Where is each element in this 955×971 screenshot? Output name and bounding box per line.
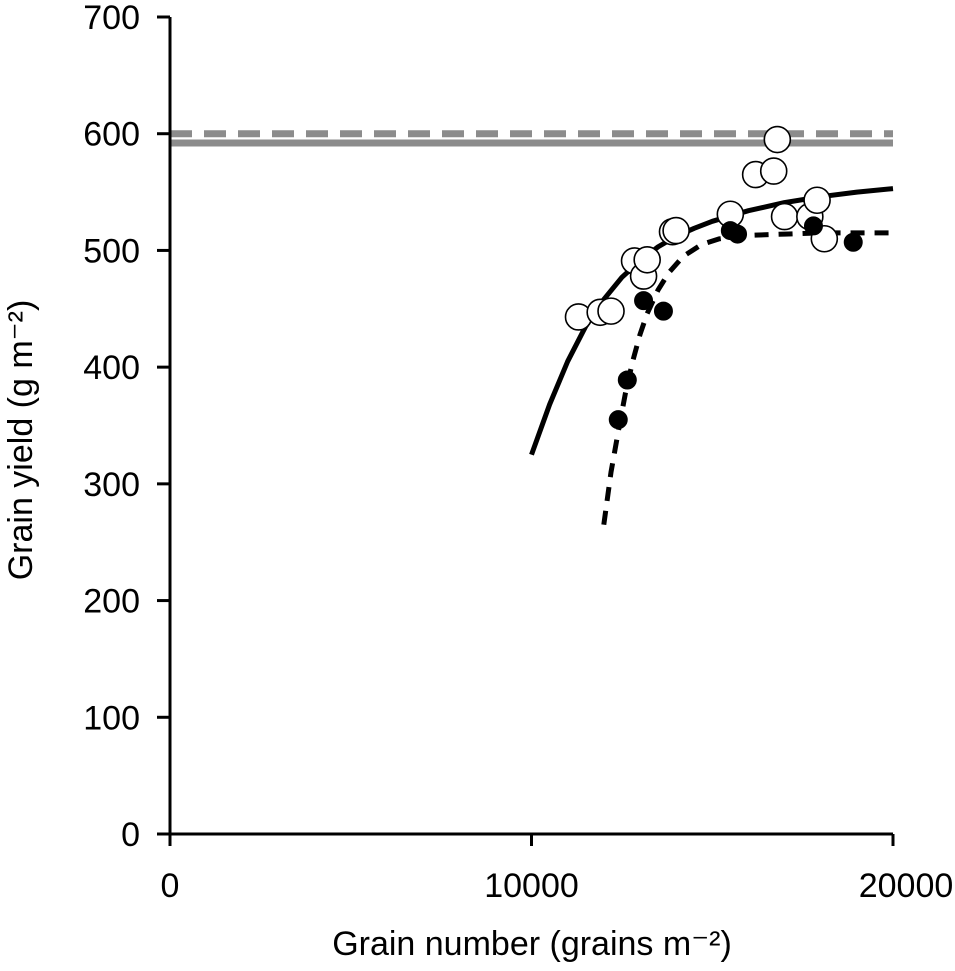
fit-curves-layer bbox=[529, 186, 894, 526]
y-tick-label: 600 bbox=[83, 116, 140, 154]
y-tick-label: 0 bbox=[121, 816, 140, 854]
y-tick-label: 500 bbox=[83, 232, 140, 270]
y-ticks-layer: 0 100 200 300 400 500 600 700 bbox=[83, 0, 170, 854]
open-circle-point bbox=[759, 157, 788, 185]
y-tick-label: 700 bbox=[83, 0, 140, 37]
filled-circle-point bbox=[617, 370, 637, 390]
open-circle-point bbox=[770, 202, 799, 231]
y-tick-label: 100 bbox=[83, 699, 140, 737]
filled-circle-point bbox=[653, 301, 673, 321]
open-circle-point bbox=[597, 297, 625, 325]
data-points-layer bbox=[564, 125, 863, 430]
filled-circle-point bbox=[728, 224, 748, 244]
filled-circle-point bbox=[803, 216, 823, 236]
x-tick-label: 20000 bbox=[859, 867, 954, 905]
open-circle-point bbox=[763, 125, 792, 154]
y-tick-label: 200 bbox=[83, 583, 140, 621]
y-tick-label: 400 bbox=[83, 349, 140, 387]
y-tick-label: 300 bbox=[83, 466, 140, 504]
fit-curve-dashed bbox=[601, 230, 893, 526]
filled-circle-point bbox=[843, 232, 863, 252]
x-axis-title: Grain number (grains m⁻²) bbox=[332, 925, 732, 963]
x-tick-label: 0 bbox=[161, 867, 180, 905]
filled-circle-point bbox=[634, 291, 654, 311]
open-circle-point bbox=[633, 245, 661, 274]
y-axis-title: Grain yield (g m⁻²) bbox=[2, 300, 40, 581]
x-ticks-layer: 0 10000 20000 bbox=[161, 834, 954, 905]
filled-circle-point bbox=[608, 410, 628, 430]
open-circle-point bbox=[803, 186, 831, 215]
x-tick-label: 10000 bbox=[484, 867, 579, 905]
open-circle-point bbox=[662, 216, 690, 245]
